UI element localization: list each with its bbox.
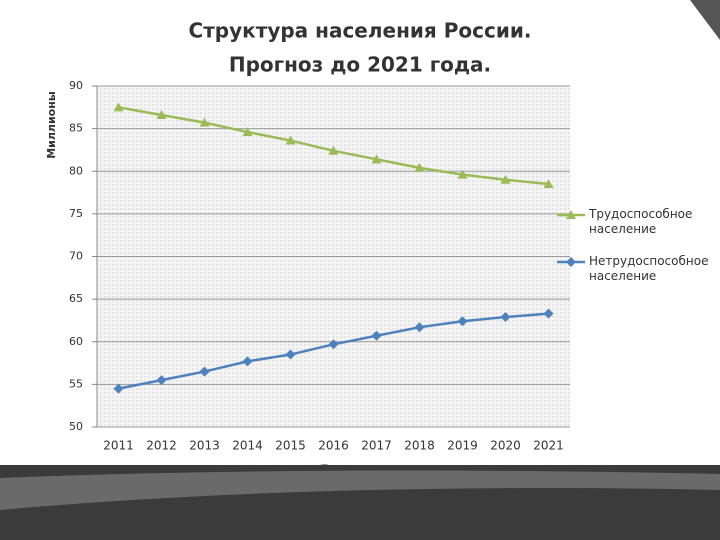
legend-label: Трудоспособное население <box>589 207 693 236</box>
y-tick-label: 90 <box>69 79 83 92</box>
point <box>285 135 296 145</box>
point <box>328 145 339 155</box>
legend-label: Нетрудоспособное население <box>589 254 709 283</box>
point <box>543 308 554 319</box>
y-tick-label: 85 <box>69 122 83 135</box>
y-tick-label: 55 <box>69 377 83 390</box>
point <box>500 312 511 323</box>
x-tick-label: 2014 <box>232 439 263 453</box>
point <box>113 383 124 394</box>
y-tick-label: 70 <box>69 250 83 263</box>
x-tick-label: 2017 <box>361 439 392 453</box>
x-tick-label: 2013 <box>189 439 220 453</box>
point <box>457 316 468 327</box>
x-tick-label: 2021 <box>533 439 564 453</box>
point <box>566 257 576 267</box>
point <box>199 366 210 377</box>
y-tick-label: 75 <box>69 207 83 220</box>
x-tick-label: 2020 <box>490 439 521 453</box>
y-tick-label: 80 <box>69 164 83 177</box>
x-tick-label: 2012 <box>146 439 177 453</box>
chart-subtitle: Прогноз до 2021 года. <box>229 53 491 77</box>
y-tick-label: 50 <box>69 420 83 433</box>
y-tick-label: 60 <box>69 335 83 348</box>
footer-wave <box>0 470 720 510</box>
point <box>156 375 167 386</box>
point <box>328 339 339 350</box>
y-tick-label: 65 <box>69 292 83 305</box>
point <box>543 179 554 189</box>
x-tick-label: 2011 <box>103 439 134 453</box>
point <box>242 127 253 137</box>
corner-decoration <box>690 0 720 40</box>
x-tick-label: 2015 <box>275 439 306 453</box>
point <box>199 117 210 127</box>
y-axis-label: Миллионы <box>45 91 58 159</box>
point <box>566 210 576 219</box>
point <box>414 322 425 333</box>
point <box>371 154 382 164</box>
point <box>156 109 167 119</box>
point <box>414 162 425 172</box>
point <box>500 174 511 184</box>
point <box>113 102 124 112</box>
x-tick-label: 2019 <box>447 439 478 453</box>
x-tick-label: 2016 <box>318 439 349 453</box>
x-tick-label: 2018 <box>404 439 435 453</box>
point <box>457 169 468 179</box>
chart-title: Структура населения России. <box>189 19 532 43</box>
point <box>285 349 296 360</box>
point <box>371 330 382 341</box>
point <box>242 356 253 367</box>
